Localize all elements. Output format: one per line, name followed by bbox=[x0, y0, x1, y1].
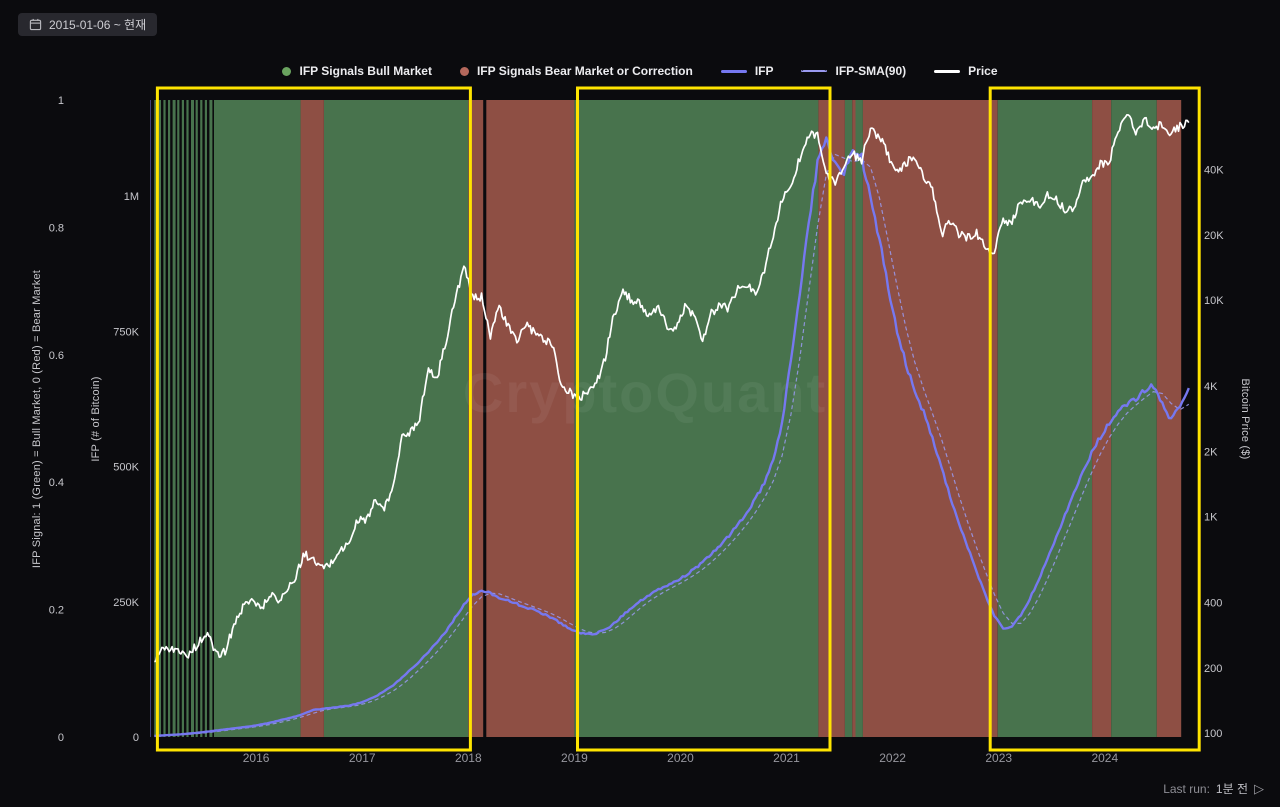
price-tick: 20K bbox=[1204, 230, 1224, 242]
ifp-tick: 250K bbox=[113, 597, 139, 609]
signal-stripe-bull bbox=[177, 100, 180, 737]
year-tick: 2024 bbox=[1091, 751, 1118, 765]
run-arrow-icon[interactable]: ▷ bbox=[1254, 780, 1264, 796]
year-tick: 2022 bbox=[879, 751, 906, 765]
price-axis-label: Bitcoin Price ($) bbox=[1239, 378, 1251, 459]
signal-stripe-bull bbox=[209, 100, 213, 737]
legend-item-price[interactable]: Price bbox=[934, 64, 998, 78]
signal-tick: 0.6 bbox=[49, 350, 64, 362]
ifp-sma-line-swatch-icon bbox=[801, 70, 828, 72]
series-lines bbox=[154, 113, 1190, 738]
signal-stripe-bull bbox=[214, 100, 217, 737]
bear-signal-dot-icon bbox=[459, 66, 469, 76]
year-tick: 2021 bbox=[773, 751, 800, 765]
legend-item-bull-signal[interactable]: IFP Signals Bull Market bbox=[282, 64, 432, 78]
signal-region-bull bbox=[215, 100, 301, 737]
price-tick: 10K bbox=[1204, 295, 1224, 307]
year-tick: 2019 bbox=[561, 751, 588, 765]
calendar-icon bbox=[29, 18, 42, 31]
signal-stripe-bull bbox=[163, 100, 166, 737]
legend-item-ifp-sma[interactable]: IFP-SMA(90) bbox=[801, 64, 906, 78]
ifp-tick: 500K bbox=[113, 462, 139, 474]
signal-region-bear bbox=[486, 100, 575, 737]
year-tick: 2018 bbox=[455, 751, 482, 765]
signal-tick: 0.8 bbox=[49, 222, 64, 234]
year-tick: 2017 bbox=[349, 751, 376, 765]
ifp-axis-label: IFP (# of Bitcoin) bbox=[90, 376, 102, 461]
signal-axis-label: IFP Signal: 1 (Green) = Bull Market, 0 (… bbox=[31, 270, 43, 568]
signal-stripe-bull bbox=[195, 100, 198, 737]
price-line bbox=[154, 113, 1190, 663]
ifp-tick: 750K bbox=[113, 326, 139, 338]
ifp-tick: 0 bbox=[133, 732, 139, 744]
signal-stripe-bull bbox=[168, 100, 171, 737]
legend-item-bear-signal[interactable]: IFP Signals Bear Market or Correction bbox=[459, 64, 693, 78]
bull-signal-dot-icon bbox=[282, 66, 292, 76]
legend-label-price: Price bbox=[968, 64, 998, 78]
last-run-label: Last run: bbox=[1163, 781, 1210, 796]
legend-item-ifp[interactable]: IFP bbox=[720, 64, 774, 78]
legend-label-ifp: IFP bbox=[754, 64, 774, 78]
ifp-line bbox=[154, 136, 1190, 738]
last-run-value: 1분 전 bbox=[1215, 782, 1248, 796]
price-line-swatch-icon bbox=[934, 69, 961, 73]
year-tick: 2020 bbox=[667, 751, 694, 765]
signal-region-bear bbox=[818, 100, 845, 737]
year-tick: 2016 bbox=[243, 751, 270, 765]
signal-tick: 0 bbox=[58, 732, 64, 744]
signal-stripe-bull bbox=[181, 100, 184, 737]
price-tick: 200 bbox=[1204, 663, 1222, 675]
price-tick: 4K bbox=[1204, 381, 1218, 393]
highlight-box-3[interactable] bbox=[988, 86, 1201, 752]
signal-stripe-bull bbox=[191, 100, 194, 737]
signal-region-bull bbox=[844, 100, 853, 737]
signal-stripe-bull bbox=[204, 100, 207, 737]
price-tick: 2K bbox=[1204, 446, 1218, 458]
watermark: CryptoQuant bbox=[463, 361, 827, 424]
axis-ticks: 1 0.8 0.6 0.4 0.2 0 1M 750K 500K 250K 0 40K 20K 10K 4K… bbox=[49, 95, 1225, 765]
legend-label-bear: IFP Signals Bear Market or Correction bbox=[476, 64, 693, 78]
ifp-line-swatch-icon bbox=[720, 69, 747, 73]
last-run-status: Last run: 1분 전 ▷ bbox=[1163, 780, 1264, 797]
signal-regions bbox=[154, 100, 1182, 737]
signal-region-bull bbox=[1111, 100, 1157, 737]
price-tick: 100 bbox=[1204, 728, 1222, 740]
highlight-box-2[interactable] bbox=[576, 86, 832, 752]
signal-region-bull bbox=[997, 100, 1093, 737]
signal-tick: 0.2 bbox=[49, 605, 64, 617]
legend-label-ifp-sma: IFP-SMA(90) bbox=[835, 64, 907, 78]
signal-stripe-bull bbox=[154, 100, 158, 737]
legend: IFP Signals Bull Market IFP Signals Bear… bbox=[0, 64, 1280, 78]
signal-region-bear bbox=[468, 100, 484, 737]
legend-label-bull: IFP Signals Bull Market bbox=[299, 64, 432, 78]
signal-stripe-bull bbox=[158, 100, 161, 737]
ifp-tick: 1M bbox=[124, 191, 139, 203]
signal-region-bear bbox=[300, 100, 324, 737]
price-tick: 400 bbox=[1204, 598, 1222, 610]
price-tick: 40K bbox=[1204, 165, 1224, 177]
signal-region-bull bbox=[324, 100, 469, 737]
signal-region-bear bbox=[1092, 100, 1112, 737]
highlight-box-1[interactable] bbox=[155, 86, 472, 752]
signal-tick: 1 bbox=[58, 95, 64, 107]
signal-region-bear bbox=[852, 100, 856, 737]
price-tick: 1K bbox=[1204, 512, 1218, 524]
signal-stripe-bull bbox=[186, 100, 189, 737]
date-range-badge[interactable]: 2015-01-06 ~ 현재 bbox=[18, 13, 158, 36]
year-tick: 2023 bbox=[985, 751, 1012, 765]
date-range-label: 2015-01-06 ~ 현재 bbox=[49, 17, 147, 32]
highlight-annotations bbox=[155, 86, 1201, 752]
signal-stripe-bull bbox=[200, 100, 203, 737]
signal-tick: 0.4 bbox=[49, 477, 64, 489]
signal-region-bull bbox=[855, 100, 863, 737]
signal-region-bear bbox=[862, 100, 998, 737]
signal-stripe-bull bbox=[172, 100, 176, 737]
signal-region-bull bbox=[574, 100, 819, 737]
